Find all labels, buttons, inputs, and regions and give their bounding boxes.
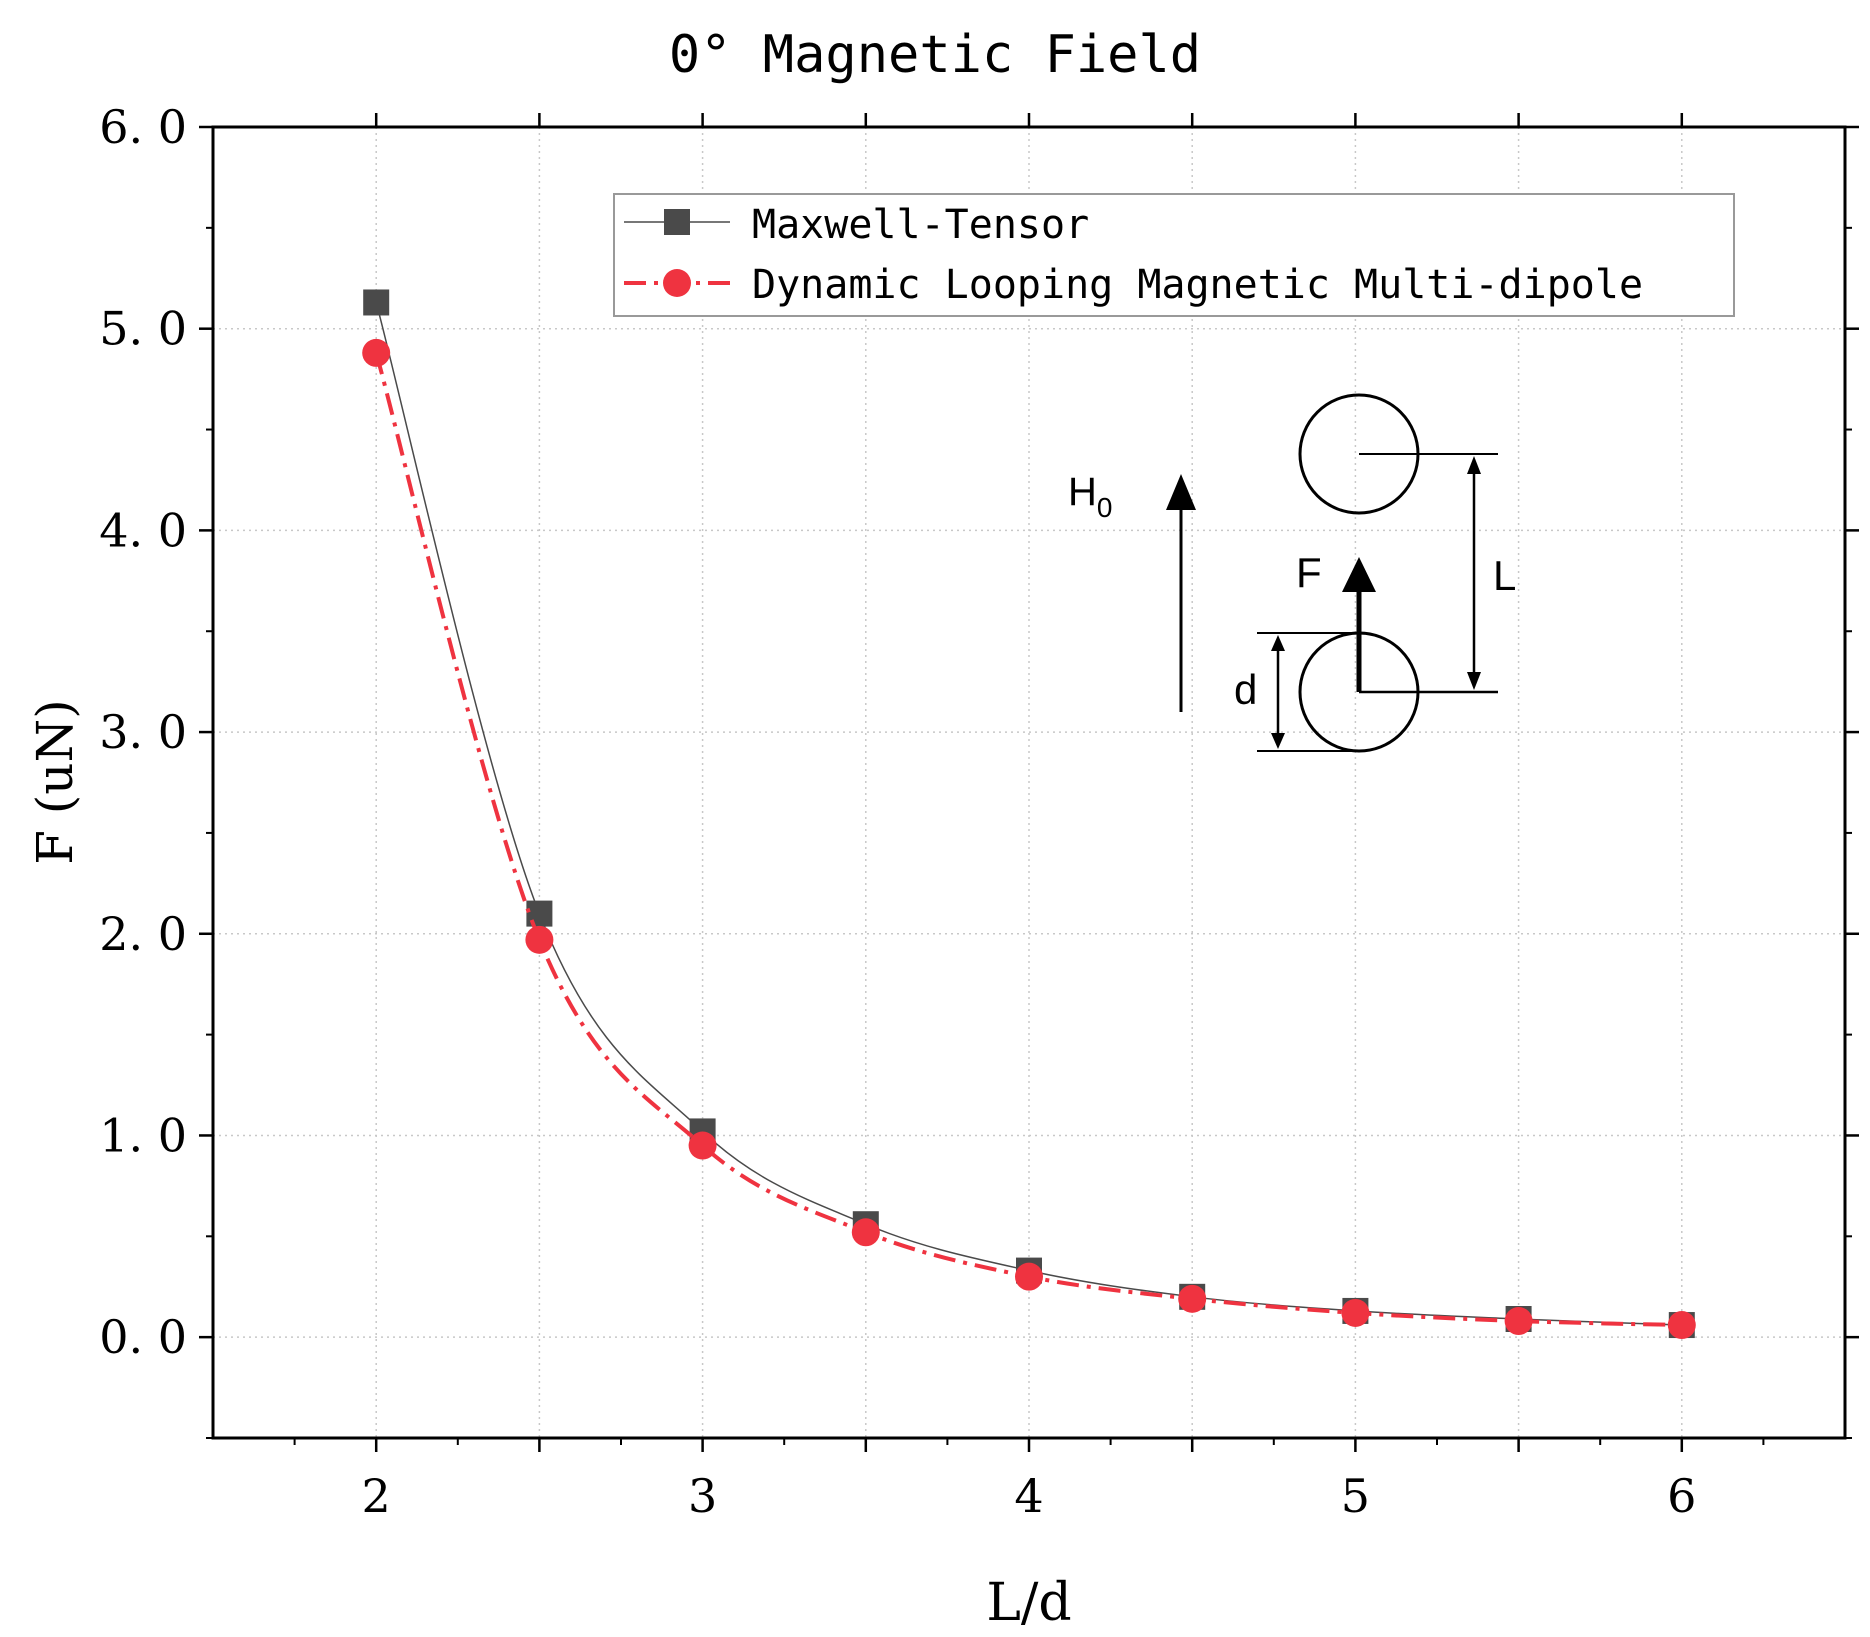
diameter-label: d [1234,666,1257,713]
spacing-label: L [1493,552,1516,599]
axis-ticks [199,113,1859,1452]
spacing-arrow-down [1467,672,1481,690]
legend: Maxwell-Tensor Dynamic Looping Magnetic … [613,193,1735,317]
data-point [1667,1311,1696,1340]
y-tick-label: 4. 0 [99,503,187,557]
diameter-arrow-up [1271,635,1285,651]
data-point [851,1218,880,1247]
series-line [375,302,1682,1326]
y-tick-label: 6. 0 [99,100,187,154]
y-tick-label: 5. 0 [99,302,187,356]
force-arrowhead [1342,557,1376,592]
y-tick-label: 1. 0 [99,1108,187,1162]
x-tick-label: 4 [1014,1469,1043,1523]
data-point [1504,1307,1533,1336]
spacing-arrow-up [1467,456,1481,474]
legend-marker-maxwell [664,209,690,235]
series-layer [362,289,1696,1340]
y-tick-label: 2. 0 [99,907,187,961]
legend-box [613,193,1735,317]
legend-label-maxwell: Maxwell-Tensor [752,202,1089,248]
x-tick-label: 2 [362,1469,391,1523]
series-line [374,352,1682,1328]
series-multi-dipole [362,338,1696,1340]
data-point [688,1131,717,1160]
y-tick-labels: 0. 0 1. 0 2. 0 3. 0 4. 0 5. 0 6. 0 [99,100,187,1364]
data-point [362,338,391,367]
x-tick-labels: 2 3 4 5 6 [362,1469,1697,1523]
data-point [363,289,390,316]
y-tick-label: 0. 0 [99,1310,187,1364]
x-tick-label: 5 [1341,1469,1370,1523]
chart-title: 0° Magnetic Field [669,25,1201,85]
field-label: H0 [1068,470,1112,523]
data-point [526,900,553,927]
y-axis-label: F (uN) [26,699,84,865]
y-tick-label: 3. 0 [99,705,187,759]
diameter-arrow-down [1271,733,1285,749]
legend-marker-dipole [663,269,691,297]
x-tick-label: 6 [1667,1469,1696,1523]
x-axis-label: L/d [986,1573,1071,1633]
data-point [1178,1284,1207,1313]
data-point [525,925,554,954]
data-point [1015,1262,1043,1291]
legend-label-dipole: Dynamic Looping Magnetic Multi-dipole [752,262,1643,308]
inset-diagram: H0 F L d [1068,393,1516,753]
field-arrowhead [1166,474,1196,510]
force-label: F [1296,549,1322,596]
x-tick-label: 3 [688,1469,717,1523]
field-label-subscript: 0 [1097,492,1113,523]
data-point [1341,1298,1370,1327]
field-label-main: H [1068,470,1097,514]
grid [213,126,1845,1438]
